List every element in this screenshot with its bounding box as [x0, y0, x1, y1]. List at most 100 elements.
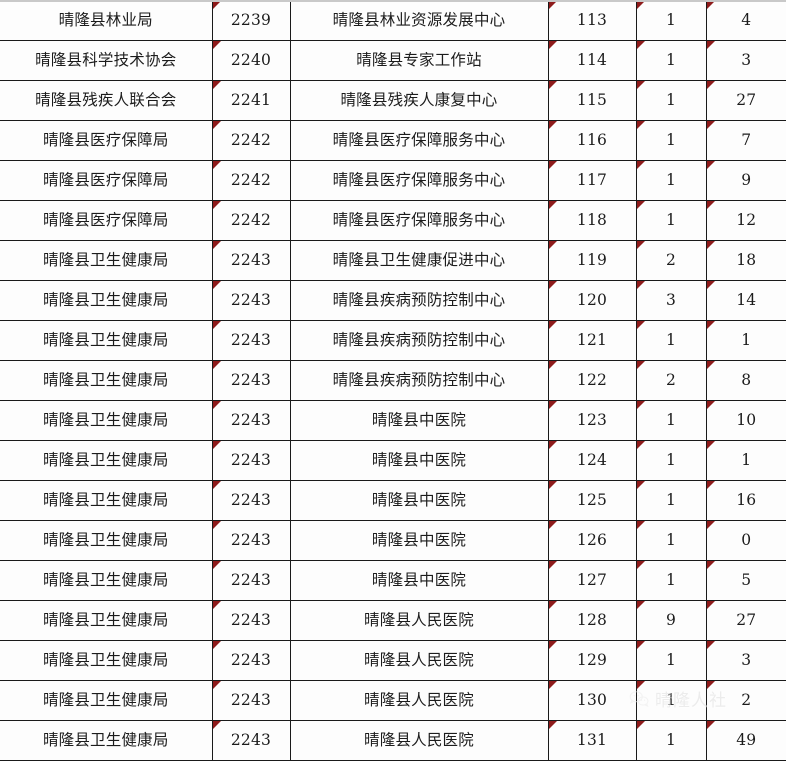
cell-dept[interactable]: 晴隆县卫生健康局 [0, 280, 213, 321]
cell-dept[interactable]: 晴隆县卫生健康局 [0, 640, 213, 681]
cell-hire-count[interactable]: 1 [635, 680, 707, 721]
cell-hire-count[interactable]: 2 [635, 240, 707, 281]
cell-position-no[interactable]: 120 [547, 280, 637, 321]
cell-dept[interactable]: 晴隆县林业局 [0, 0, 213, 41]
cell-position-no[interactable]: 130 [547, 680, 637, 721]
cell-dept[interactable]: 晴隆县医疗保障局 [0, 160, 213, 201]
cell-unit-code[interactable]: 2243 [211, 360, 291, 401]
cell-unit-name[interactable]: 晴隆县疾病预防控制中心 [289, 320, 549, 361]
cell-unit-code[interactable]: 2243 [211, 480, 291, 521]
cell-unit-name[interactable]: 晴隆县人民医院 [289, 600, 549, 641]
cell-hire-count[interactable]: 1 [635, 160, 707, 201]
cell-apply-count[interactable]: 27 [705, 600, 786, 641]
cell-apply-count[interactable]: 8 [705, 360, 786, 401]
cell-unit-code[interactable]: 2243 [211, 680, 291, 721]
cell-apply-count[interactable]: 1 [705, 440, 786, 481]
cell-dept[interactable]: 晴隆县卫生健康局 [0, 240, 213, 281]
cell-dept[interactable]: 晴隆县医疗保障局 [0, 120, 213, 161]
cell-apply-count[interactable]: 16 [705, 480, 786, 521]
cell-dept[interactable]: 晴隆县卫生健康局 [0, 440, 213, 481]
cell-position-no[interactable]: 113 [547, 0, 637, 41]
cell-apply-count[interactable]: 14 [705, 280, 786, 321]
cell-dept[interactable]: 晴隆县卫生健康局 [0, 680, 213, 721]
cell-position-no[interactable]: 119 [547, 240, 637, 281]
cell-apply-count[interactable]: 1 [705, 320, 786, 361]
cell-position-no[interactable]: 116 [547, 120, 637, 161]
cell-unit-code[interactable]: 2243 [211, 560, 291, 601]
cell-position-no[interactable]: 128 [547, 600, 637, 641]
cell-hire-count[interactable]: 1 [635, 40, 707, 81]
cell-dept[interactable]: 晴隆县残疾人联合会 [0, 80, 213, 121]
cell-unit-code[interactable]: 2242 [211, 120, 291, 161]
cell-unit-name[interactable]: 晴隆县中医院 [289, 560, 549, 601]
cell-position-no[interactable]: 118 [547, 200, 637, 241]
cell-dept[interactable]: 晴隆县卫生健康局 [0, 360, 213, 401]
cell-position-no[interactable]: 122 [547, 360, 637, 401]
cell-hire-count[interactable]: 1 [635, 320, 707, 361]
cell-unit-name[interactable]: 晴隆县中医院 [289, 520, 549, 561]
cell-dept[interactable]: 晴隆县卫生健康局 [0, 480, 213, 521]
cell-unit-name[interactable]: 晴隆县医疗保障服务中心 [289, 200, 549, 241]
cell-unit-name[interactable]: 晴隆县人民医院 [289, 640, 549, 681]
cell-unit-name[interactable]: 晴隆县中医院 [289, 480, 549, 521]
cell-hire-count[interactable]: 1 [635, 520, 707, 561]
cell-position-no[interactable]: 115 [547, 80, 637, 121]
cell-unit-name[interactable]: 晴隆县人民医院 [289, 680, 549, 721]
cell-dept[interactable]: 晴隆县卫生健康局 [0, 600, 213, 641]
cell-apply-count[interactable]: 3 [705, 40, 786, 81]
cell-unit-code[interactable]: 2243 [211, 400, 291, 441]
cell-hire-count[interactable]: 1 [635, 640, 707, 681]
cell-dept[interactable]: 晴隆县卫生健康局 [0, 320, 213, 361]
cell-position-no[interactable]: 125 [547, 480, 637, 521]
cell-unit-code[interactable]: 2243 [211, 520, 291, 561]
cell-apply-count[interactable]: 10 [705, 400, 786, 441]
cell-apply-count[interactable]: 18 [705, 240, 786, 281]
cell-unit-name[interactable]: 晴隆县疾病预防控制中心 [289, 280, 549, 321]
cell-hire-count[interactable]: 1 [635, 80, 707, 121]
cell-unit-code[interactable]: 2243 [211, 600, 291, 641]
cell-dept[interactable]: 晴隆县卫生健康局 [0, 400, 213, 441]
cell-unit-code[interactable]: 2243 [211, 640, 291, 681]
cell-dept[interactable]: 晴隆县卫生健康局 [0, 560, 213, 601]
cell-unit-code[interactable]: 2243 [211, 240, 291, 281]
cell-dept[interactable]: 晴隆县医疗保障局 [0, 200, 213, 241]
cell-position-no[interactable]: 129 [547, 640, 637, 681]
cell-position-no[interactable]: 114 [547, 40, 637, 81]
cell-unit-code[interactable]: 2240 [211, 40, 291, 81]
cell-position-no[interactable]: 124 [547, 440, 637, 481]
cell-apply-count[interactable]: 9 [705, 160, 786, 201]
cell-unit-name[interactable]: 晴隆县卫生健康促进中心 [289, 240, 549, 281]
cell-position-no[interactable]: 126 [547, 520, 637, 561]
cell-apply-count[interactable]: 0 [705, 520, 786, 561]
cell-unit-name[interactable]: 晴隆县残疾人康复中心 [289, 80, 549, 121]
cell-apply-count[interactable]: 12 [705, 200, 786, 241]
cell-apply-count[interactable]: 2 [705, 680, 786, 721]
cell-unit-code[interactable]: 2242 [211, 160, 291, 201]
cell-hire-count[interactable]: 1 [635, 200, 707, 241]
cell-apply-count[interactable]: 7 [705, 120, 786, 161]
cell-unit-code[interactable]: 2241 [211, 80, 291, 121]
cell-position-no[interactable]: 123 [547, 400, 637, 441]
cell-dept[interactable]: 晴隆县科学技术协会 [0, 40, 213, 81]
cell-hire-count[interactable]: 9 [635, 600, 707, 641]
cell-apply-count[interactable]: 5 [705, 560, 786, 601]
cell-dept[interactable]: 晴隆县卫生健康局 [0, 520, 213, 561]
cell-unit-name[interactable]: 晴隆县医疗保障服务中心 [289, 160, 549, 201]
cell-unit-code[interactable]: 2239 [211, 0, 291, 41]
cell-apply-count[interactable]: 27 [705, 80, 786, 121]
cell-unit-code[interactable]: 2242 [211, 200, 291, 241]
cell-unit-name[interactable]: 晴隆县医疗保障服务中心 [289, 120, 549, 161]
cell-unit-code[interactable]: 2243 [211, 440, 291, 481]
cell-hire-count[interactable]: 1 [635, 480, 707, 521]
cell-apply-count[interactable]: 4 [705, 0, 786, 41]
cell-position-no[interactable]: 127 [547, 560, 637, 601]
cell-hire-count[interactable]: 1 [635, 0, 707, 41]
cell-unit-name[interactable]: 晴隆县中医院 [289, 400, 549, 441]
cell-hire-count[interactable]: 1 [635, 560, 707, 601]
cell-hire-count[interactable]: 1 [635, 440, 707, 481]
cell-hire-count[interactable]: 2 [635, 360, 707, 401]
cell-hire-count[interactable]: 3 [635, 280, 707, 321]
cell-position-no[interactable]: 117 [547, 160, 637, 201]
cell-unit-name[interactable]: 晴隆县中医院 [289, 440, 549, 481]
cell-unit-name[interactable]: 晴隆县疾病预防控制中心 [289, 360, 549, 401]
